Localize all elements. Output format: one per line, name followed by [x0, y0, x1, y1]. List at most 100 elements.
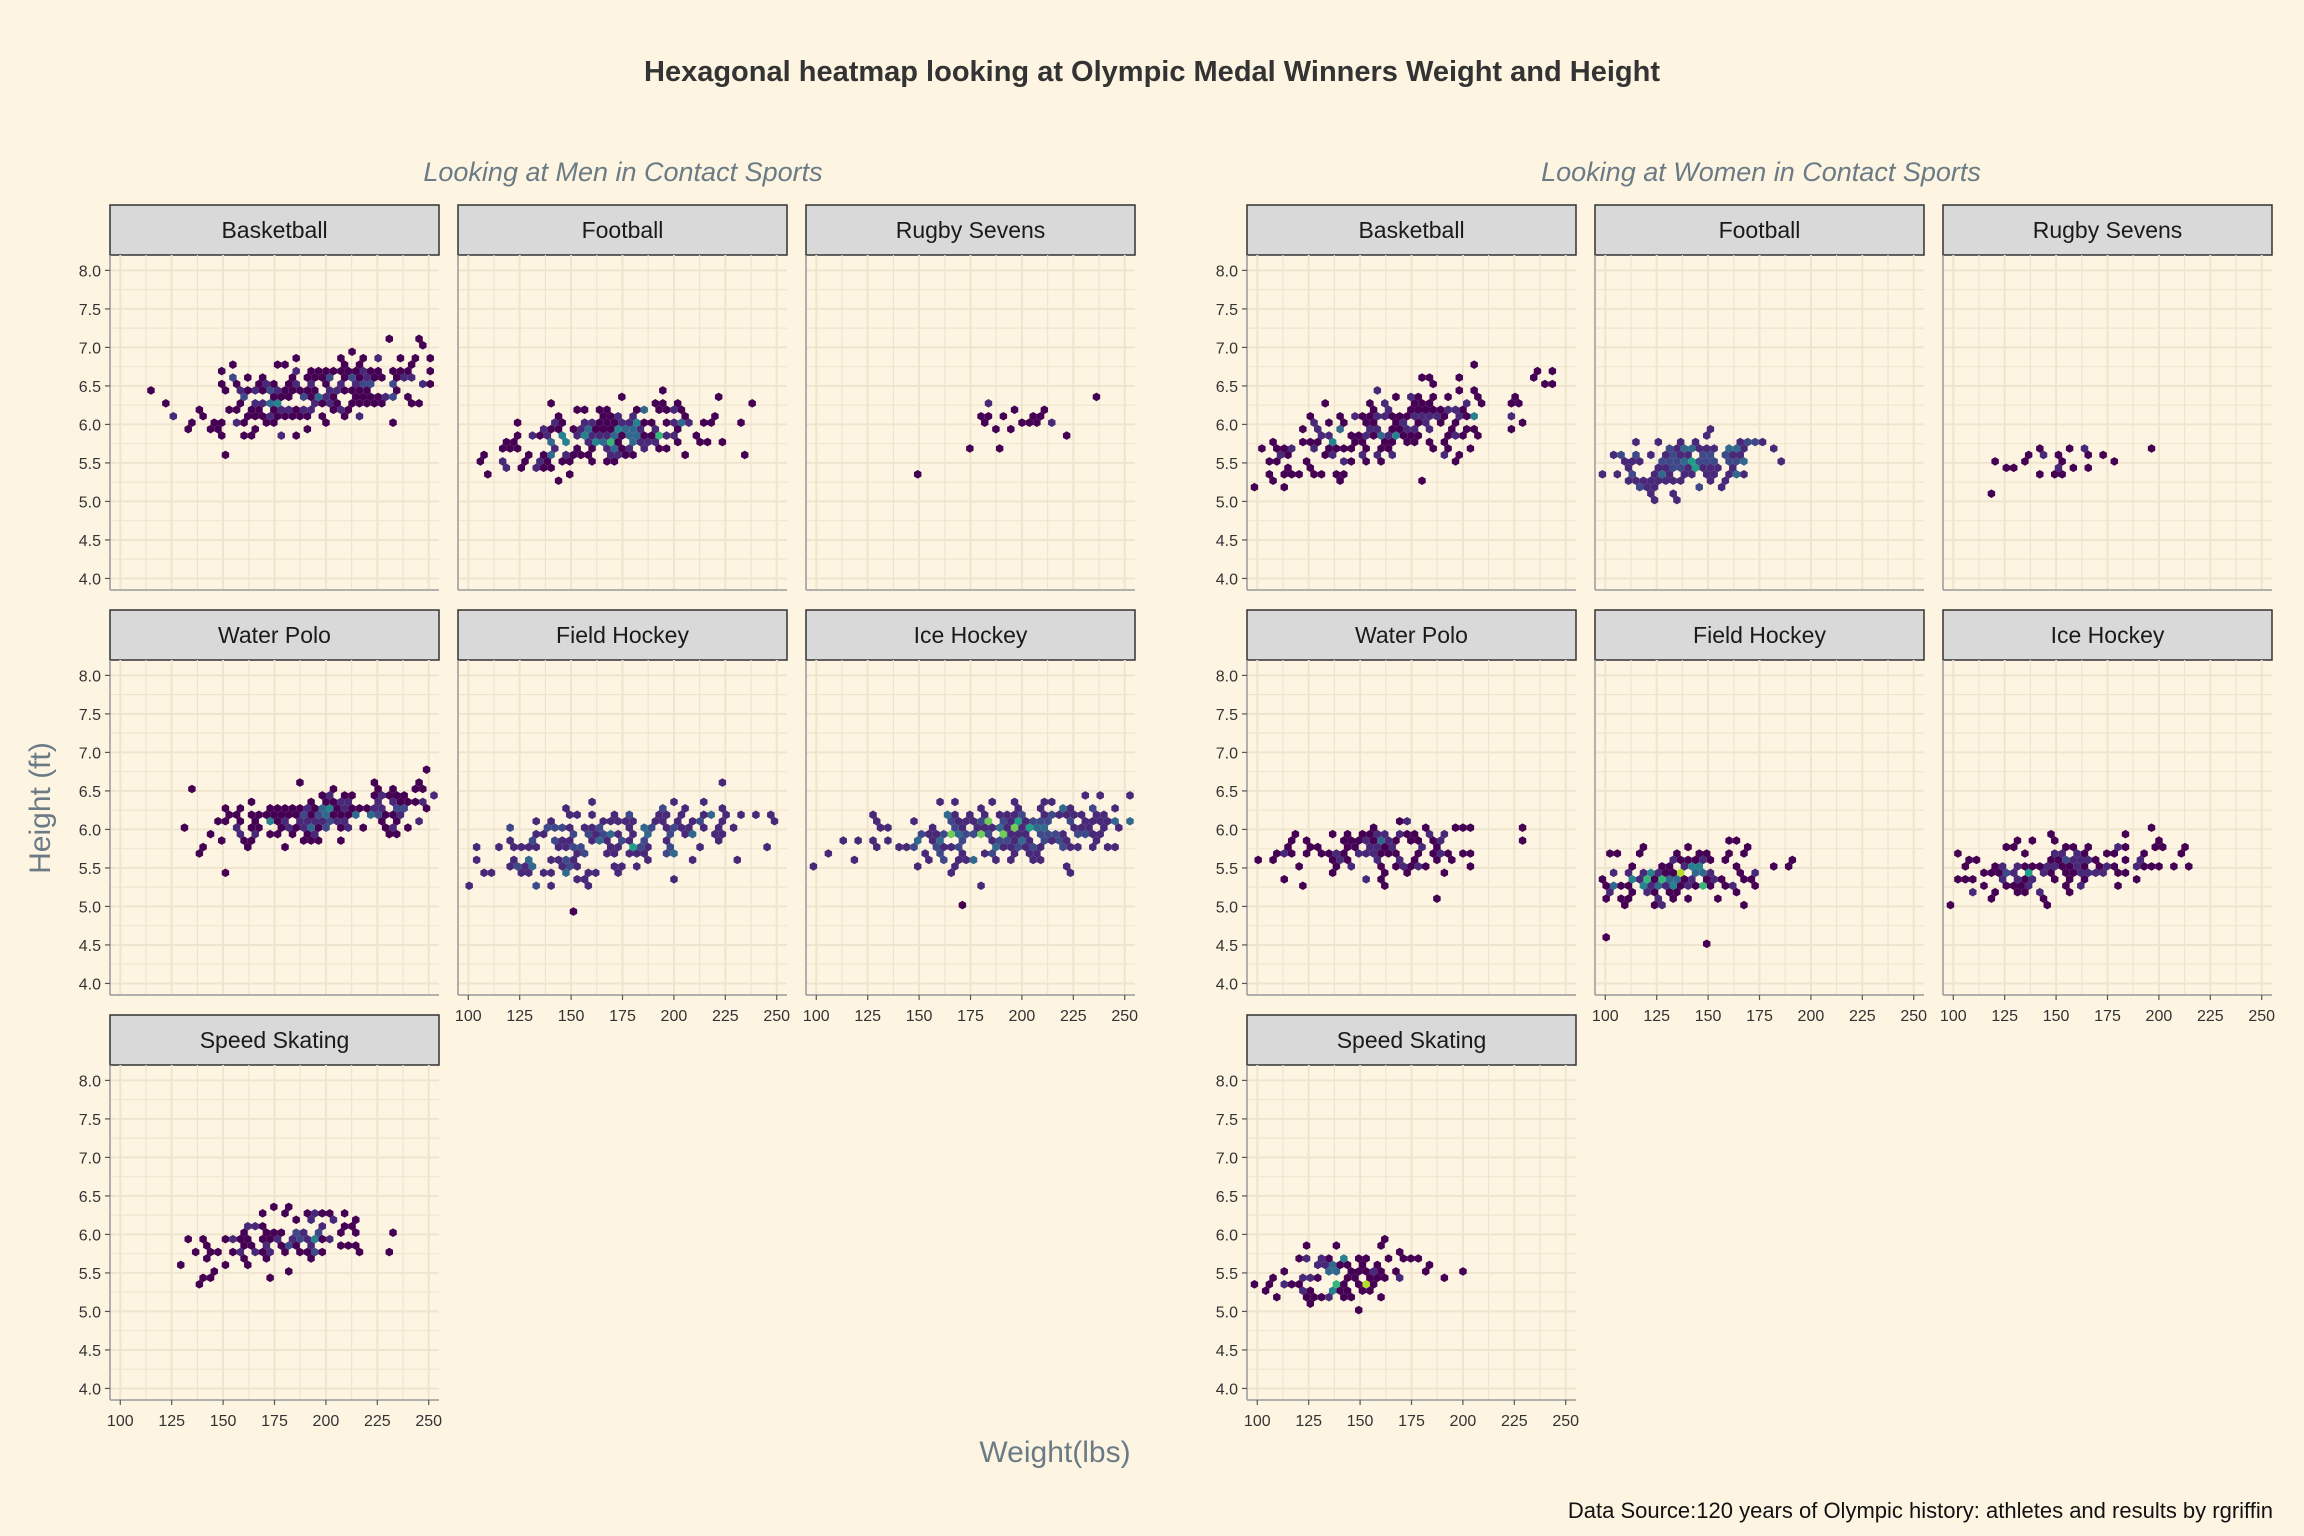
hex-bin — [352, 810, 360, 820]
hex-bin — [1018, 823, 1026, 832]
hex-bin — [480, 868, 488, 878]
x-tick-label: 150 — [1695, 1008, 1722, 1025]
hex-bin — [1609, 868, 1618, 878]
hex-bin — [1392, 836, 1400, 845]
hex-bin — [1261, 1286, 1270, 1296]
hex-bin — [1077, 823, 1086, 832]
hex-bin — [1654, 463, 1663, 473]
hex-bin — [307, 366, 315, 376]
hex-bin — [1003, 836, 1011, 845]
y-tick-label: 4.5 — [79, 533, 101, 550]
hex-bin — [1602, 881, 1610, 891]
hex-bin — [2147, 444, 2156, 453]
hex-bin — [962, 855, 970, 865]
hex-bin — [1250, 482, 1259, 492]
hex-bin — [281, 1247, 289, 1257]
hex-bin — [147, 386, 155, 395]
hex-bin — [307, 379, 315, 389]
hex-bin — [232, 823, 241, 832]
hex-bin — [506, 862, 514, 871]
hex-bin — [1429, 379, 1437, 389]
facet-strip-label: Rugby Sevens — [896, 217, 1046, 243]
hex-bin — [569, 829, 578, 839]
hex-bin — [232, 810, 241, 820]
hex-bin — [340, 816, 349, 826]
hex-bin — [1658, 900, 1666, 910]
hex-bin — [584, 829, 593, 839]
hex-bin — [352, 1215, 360, 1225]
hex-bin — [1340, 457, 1348, 466]
hex-bin — [359, 392, 367, 402]
hex-bin — [221, 1260, 230, 1270]
hex-bin — [2002, 881, 2011, 891]
hex-bin — [311, 1234, 319, 1244]
hex-bin — [610, 457, 619, 466]
facet-strip-label: Ice Hockey — [2051, 622, 2165, 648]
hex-bin — [1740, 875, 1748, 884]
hex-bin — [1343, 1260, 1352, 1270]
hex-bin — [854, 836, 862, 845]
hex-bin — [217, 836, 226, 845]
hex-bin — [662, 849, 671, 858]
hex-bin — [910, 816, 918, 826]
hex-bin — [378, 399, 386, 408]
hex-bin — [1673, 887, 1681, 897]
hex-bin — [1362, 875, 1370, 884]
hex-bin — [651, 399, 660, 408]
hex-bin — [1328, 450, 1337, 460]
panel-grid — [1247, 660, 1576, 995]
hex-bin — [636, 424, 645, 434]
hex-bin — [1381, 881, 1389, 891]
hex-bins — [180, 765, 438, 878]
hex-bin — [1725, 849, 1733, 858]
hex-bin — [932, 842, 941, 852]
hex-bin — [1055, 836, 1063, 845]
hex-bin — [1676, 450, 1685, 460]
y-tick-label: 6.0 — [1216, 1227, 1238, 1244]
hex-bins — [1250, 360, 1557, 492]
hex-bin — [363, 373, 371, 382]
hex-bin — [1680, 862, 1689, 871]
facet-panels: Basketball4.04.55.05.56.06.57.07.58.0Foo… — [79, 204, 2275, 1430]
hex-bin — [1624, 868, 1633, 878]
hex-bin — [995, 823, 1004, 832]
hex-bin — [476, 457, 485, 466]
hex-bin — [2080, 849, 2089, 858]
hex-bin — [419, 784, 427, 794]
hex-bin — [521, 862, 529, 871]
hex-bin — [1325, 418, 1333, 427]
hex-bin — [355, 1247, 364, 1257]
hex-bin — [325, 399, 334, 408]
hex-bin — [348, 373, 356, 382]
hex-bin — [502, 437, 511, 447]
hex-bin — [580, 875, 589, 884]
hex-bin — [580, 849, 589, 858]
hex-bin — [1295, 1254, 1303, 1263]
hex-bin — [1474, 392, 1482, 402]
hex-bin — [1654, 881, 1663, 891]
hex-bin — [281, 411, 289, 421]
hex-bin — [1366, 1273, 1374, 1283]
hex-bin — [1059, 842, 1067, 852]
hex-bin — [1291, 829, 1300, 839]
hex-bin — [584, 868, 593, 878]
hex-bin — [1470, 424, 1478, 434]
x-tick-label: 125 — [1991, 1008, 2018, 1025]
facet-strip — [109, 204, 440, 256]
hex-bin — [670, 823, 678, 832]
hex-bin — [389, 784, 397, 794]
hex-bin — [244, 386, 252, 395]
hex-bin — [629, 450, 637, 460]
y-tick-label: 5.5 — [79, 456, 101, 473]
hex-bin — [606, 842, 615, 852]
facet-strip-label: Basketball — [221, 217, 327, 243]
x-axis-title: Weight(lbs) — [979, 1436, 1130, 1469]
hex-bin — [1280, 875, 1288, 884]
hex-bin — [270, 379, 278, 389]
hex-bin — [288, 829, 297, 839]
hex-bin — [2099, 868, 2107, 878]
hex-bin — [1665, 457, 1674, 466]
x-tick-label: 250 — [1552, 1413, 1579, 1430]
hex-bin — [229, 373, 237, 382]
hex-bin — [225, 810, 233, 820]
